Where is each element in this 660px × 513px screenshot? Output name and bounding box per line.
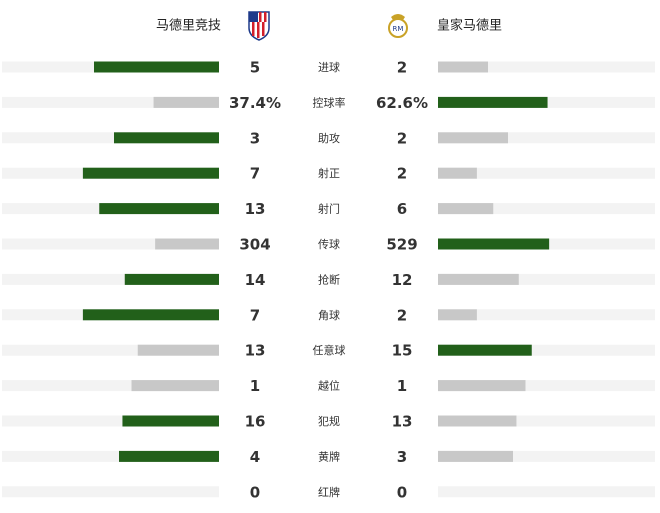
away-bar <box>438 167 477 179</box>
away-bar <box>438 61 488 73</box>
home-value: 13 <box>245 342 266 360</box>
away-value: 12 <box>392 271 413 289</box>
away-track <box>438 450 655 462</box>
stat-label: 角球 <box>318 308 340 322</box>
home-track <box>2 380 219 392</box>
away-value: 13 <box>392 413 413 431</box>
home-track <box>2 486 219 498</box>
stat-label: 任意球 <box>313 343 346 357</box>
home-bar <box>124 273 219 285</box>
away-track <box>438 344 655 356</box>
home-value: 5 <box>250 59 260 77</box>
away-track <box>438 61 655 73</box>
home-crest <box>248 11 270 41</box>
away-bar <box>438 238 550 250</box>
away-bar <box>438 344 532 356</box>
away-value: 62.6% <box>376 94 428 112</box>
away-bar <box>438 96 548 108</box>
home-track <box>2 450 219 462</box>
home-value: 304 <box>239 236 270 254</box>
away-track <box>438 132 655 144</box>
away-value: 2 <box>397 165 407 183</box>
home-bar <box>82 167 219 179</box>
stat-label: 黄牌 <box>318 449 340 463</box>
away-track <box>438 273 655 285</box>
home-track <box>2 344 219 356</box>
home-team: 马德里竞技 <box>156 18 221 34</box>
stat-label: 进球 <box>318 60 340 74</box>
home-track <box>2 238 219 250</box>
away-crest: RM <box>388 14 408 38</box>
home-bar <box>137 344 219 356</box>
away-value: 2 <box>397 129 407 147</box>
stat-label: 助攻 <box>318 131 340 145</box>
away-value: 2 <box>397 306 407 324</box>
away-bar <box>438 309 477 321</box>
home-value: 7 <box>250 165 260 183</box>
home-value: 13 <box>245 200 266 218</box>
home-bar <box>99 203 219 215</box>
away-track <box>438 203 655 215</box>
home-value: 7 <box>250 306 260 324</box>
home-value: 0 <box>250 483 260 501</box>
home-bar <box>153 96 219 108</box>
svg-text:RM: RM <box>393 25 404 33</box>
stat-label: 抢断 <box>318 272 340 286</box>
away-bar <box>438 450 513 462</box>
away-value: 3 <box>397 448 407 466</box>
home-track <box>2 96 219 108</box>
home-bar <box>155 238 219 250</box>
stat-label: 越位 <box>318 379 340 393</box>
away-track <box>438 415 655 427</box>
home-track <box>2 273 219 285</box>
home-value: 3 <box>250 129 260 147</box>
stat-label: 红牌 <box>318 485 340 499</box>
stat-label: 控球率 <box>313 95 346 109</box>
away-value: 1 <box>397 377 407 395</box>
home-bar <box>82 309 219 321</box>
away-value: 0 <box>397 483 407 501</box>
home-value: 14 <box>245 271 266 289</box>
stat-label: 射正 <box>318 166 340 180</box>
away-track <box>438 380 655 392</box>
away-bar <box>438 380 526 392</box>
home-bar <box>119 450 219 462</box>
home-bar <box>131 380 219 392</box>
home-track <box>2 132 219 144</box>
away-bar <box>438 203 494 215</box>
away-value: 6 <box>397 200 407 218</box>
away-track <box>438 167 655 179</box>
home-bar <box>94 61 219 73</box>
home-value: 16 <box>245 413 266 431</box>
away-team: 皇家马德里 <box>437 18 502 34</box>
away-bar <box>438 132 508 144</box>
away-track <box>438 309 655 321</box>
home-value: 4 <box>250 448 260 466</box>
away-value: 2 <box>397 59 407 77</box>
away-track <box>438 486 655 498</box>
stat-label: 传球 <box>318 237 340 251</box>
home-track <box>2 415 219 427</box>
away-bar <box>438 415 517 427</box>
home-value: 1 <box>250 377 260 395</box>
home-bar <box>122 415 219 427</box>
away-value: 529 <box>386 236 417 254</box>
away-bar <box>438 273 519 285</box>
home-value: 37.4% <box>229 94 281 112</box>
stat-label: 射门 <box>318 202 340 216</box>
home-bar <box>114 132 219 144</box>
away-value: 15 <box>392 342 413 360</box>
stat-label: 犯规 <box>318 414 340 428</box>
